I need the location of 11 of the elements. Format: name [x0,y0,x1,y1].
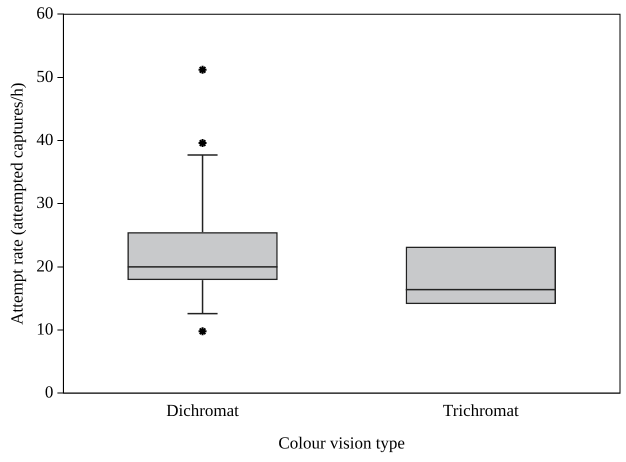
x-axis-title: Colour vision type [278,433,405,452]
y-tick-label: 50 [36,66,54,86]
x-tick-label: Dichromat [166,400,240,420]
x-tick-label: Trichromat [442,400,520,420]
y-tick-label: 40 [36,130,54,149]
y-tick-label: 20 [36,256,54,276]
y-tick-label: 30 [36,193,54,212]
y-tick-label: 0 [44,382,54,402]
y-tick-label: 10 [36,320,54,338]
y-tick-label: 60 [36,4,54,23]
y-axis-title: Attempt rate (attempted captures/h) [8,82,27,325]
